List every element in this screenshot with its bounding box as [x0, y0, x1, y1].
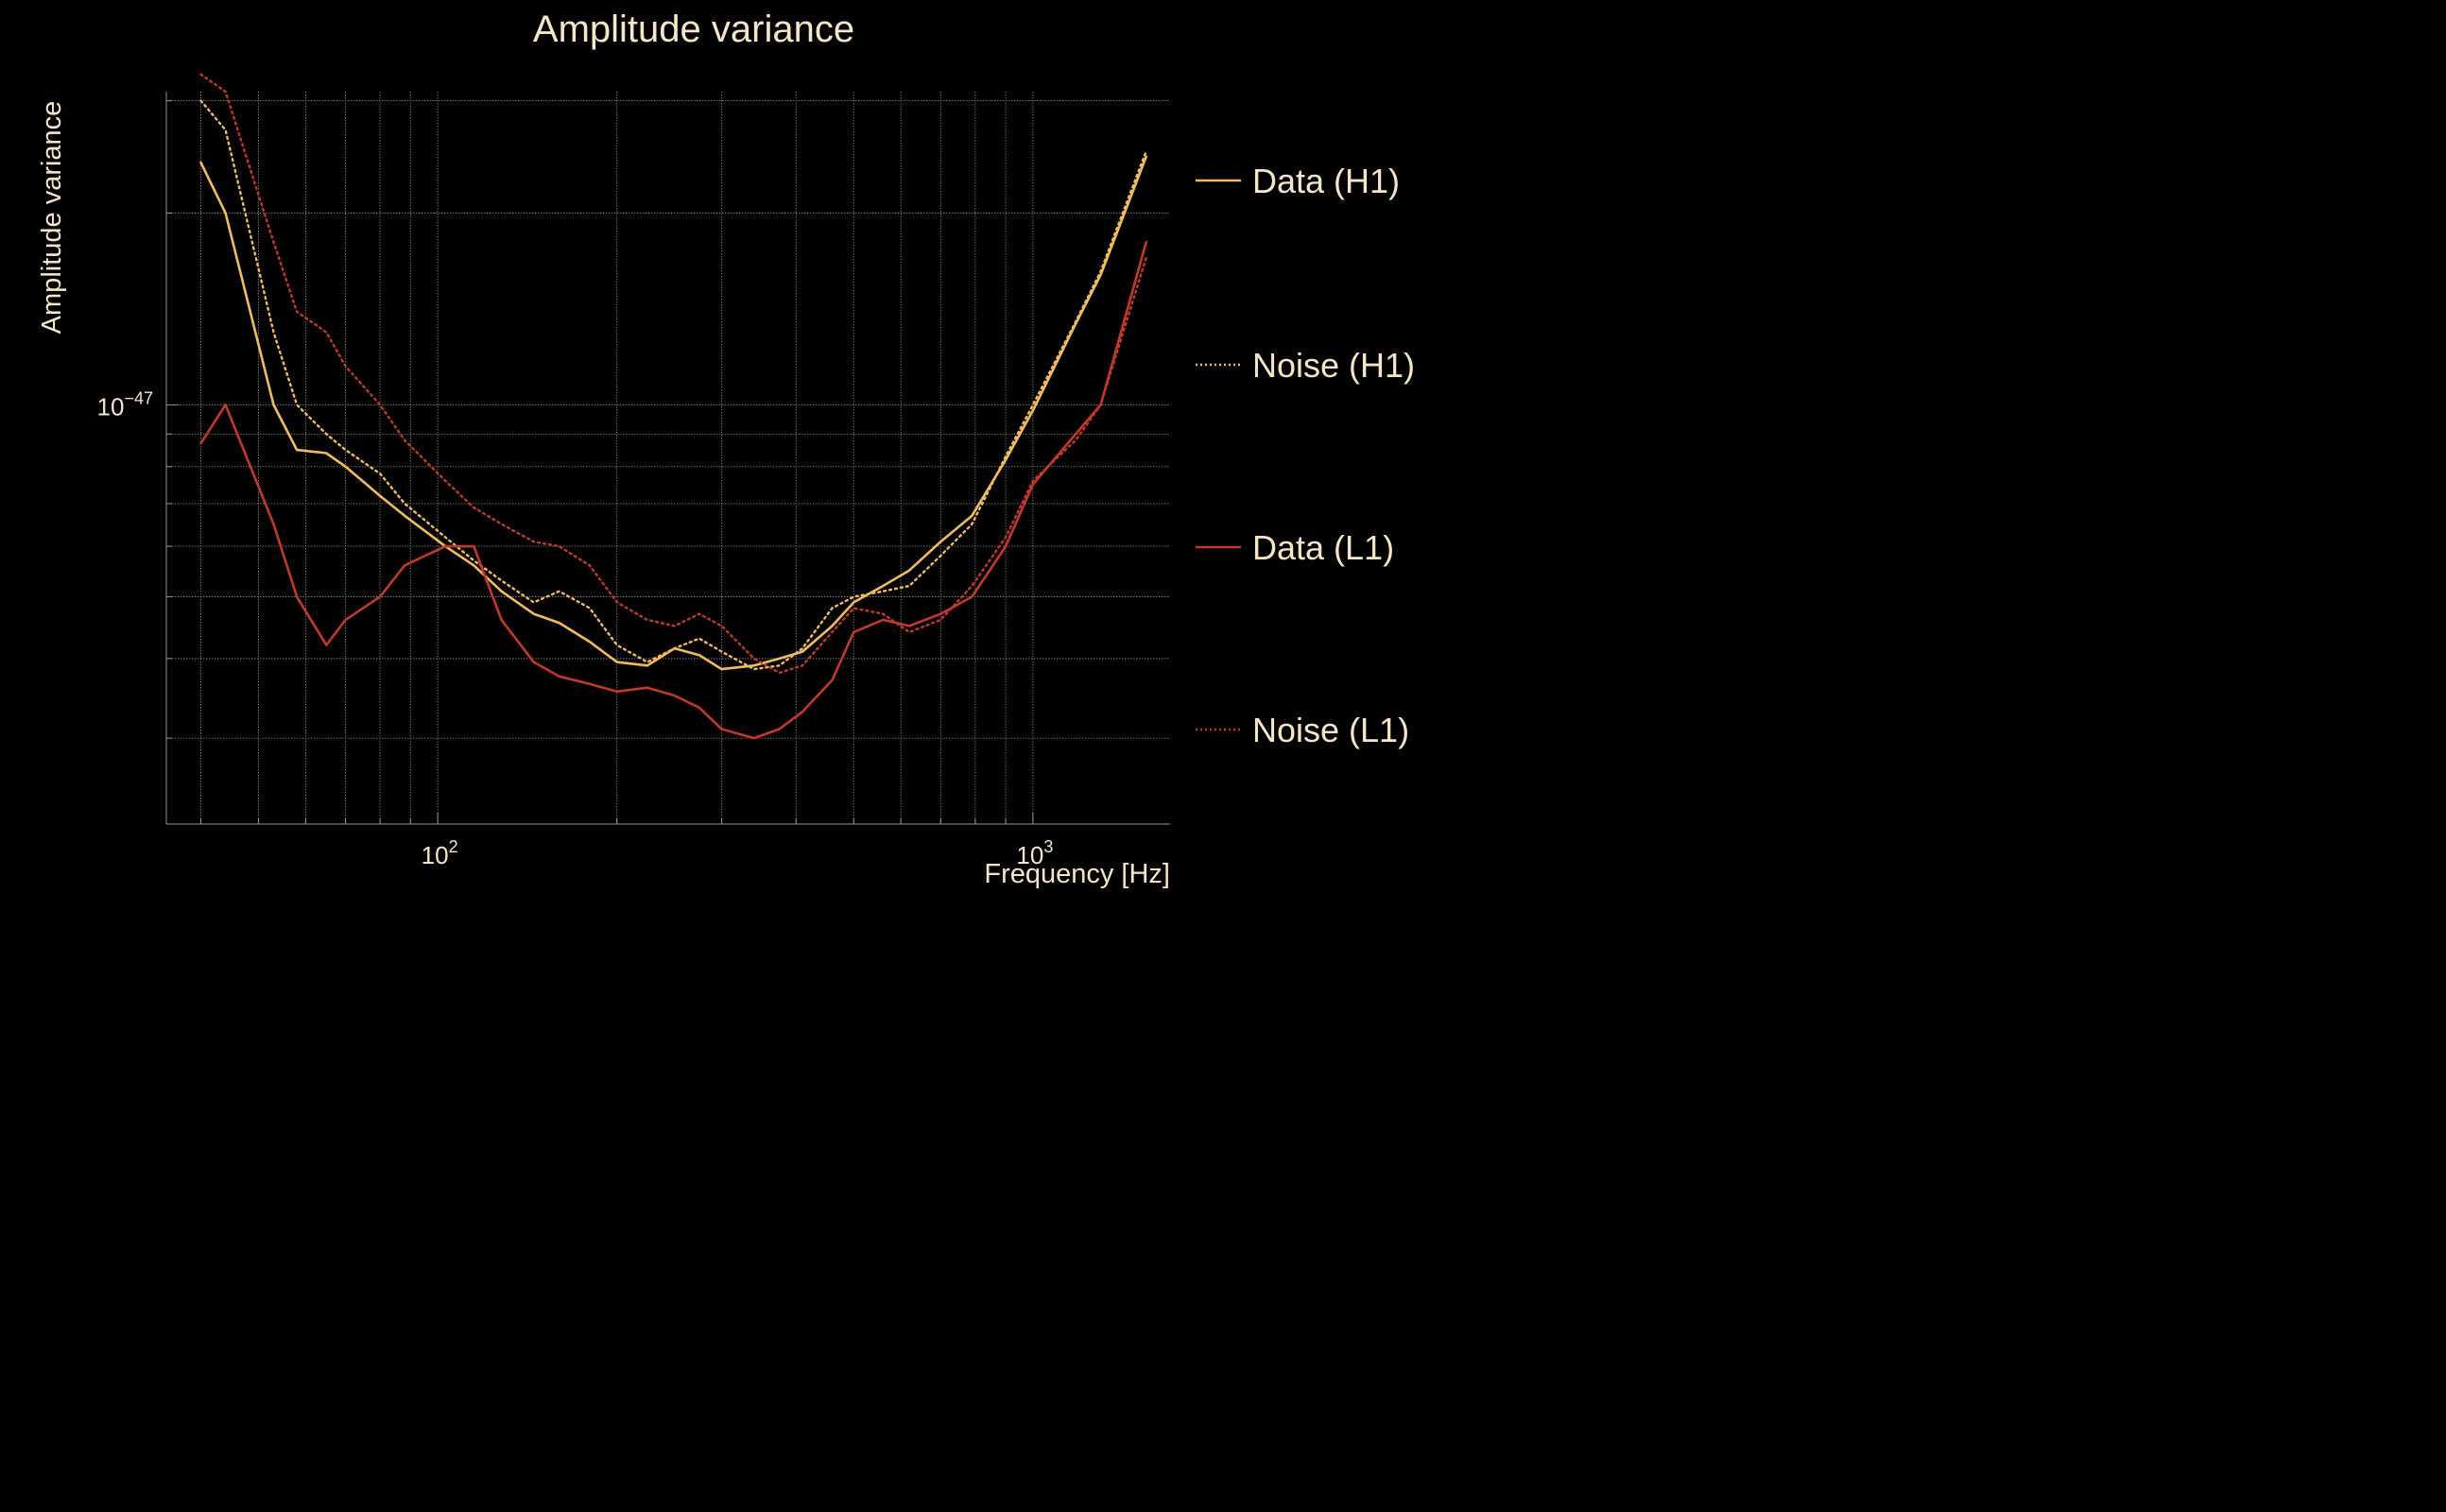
series-line-noise-l1: [199, 73, 1147, 675]
legend-label: Data (H1): [1252, 162, 1400, 200]
amplitude-variance-chart: 102 103 10−47 Amplitude variance Amplitude…: [37, 9, 1415, 889]
series-line-noise-h1: [199, 99, 1147, 671]
series-lines: [199, 73, 1147, 740]
axis-ticks: 102 103 10−47: [97, 92, 1170, 869]
x-tick-label: 102: [422, 837, 458, 869]
chart-title: Amplitude variance: [533, 9, 854, 50]
grid-lines: [166, 92, 1170, 824]
y-axis-label: Amplitude variance: [37, 101, 67, 335]
y-tick-label: 10−47: [97, 388, 153, 421]
legend-label: Noise (H1): [1252, 346, 1415, 385]
x-axis-label: Frequency [Hz]: [984, 859, 1170, 889]
series-line-data-l1: [199, 240, 1147, 740]
x-tick-label: 103: [1016, 837, 1053, 869]
series-line-data-h1: [199, 155, 1147, 671]
legend-label: Data (L1): [1252, 528, 1394, 567]
plot-area-frame: [166, 92, 1170, 824]
legend: Data (H1) Noise (H1) Data (L1) Noise (L1): [1196, 162, 1415, 749]
legend-label: Noise (L1): [1252, 711, 1409, 749]
